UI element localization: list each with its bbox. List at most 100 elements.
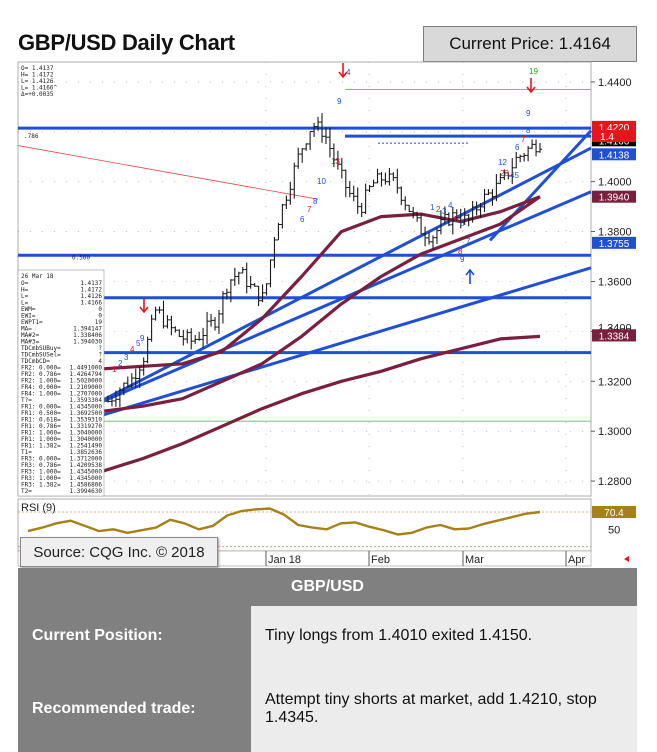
row-label: Current Position: bbox=[18, 606, 251, 666]
stats-value: 1.4345000 bbox=[69, 404, 102, 411]
stats-value: 1.2707000 bbox=[69, 391, 102, 398]
buy-arrow bbox=[465, 268, 475, 276]
count-label: 45 bbox=[510, 171, 519, 180]
x-tick-label: Feb bbox=[371, 554, 390, 566]
rsi-line bbox=[27, 507, 541, 536]
count-label: 10 bbox=[317, 177, 326, 186]
stats-value: 1.4137 bbox=[80, 280, 102, 287]
y-tick-label: 1.3000 bbox=[598, 426, 632, 438]
count-label: 4 bbox=[346, 68, 351, 77]
count-label: 3 bbox=[124, 353, 129, 362]
stats-label: MA= bbox=[21, 326, 32, 333]
stats-label: FR4: 0.000= bbox=[21, 384, 61, 391]
stats-value: 1.3040000 bbox=[69, 436, 102, 443]
date-x-axis: Jan 18 Feb Mar Apr bbox=[265, 551, 585, 566]
x-tick-label: Apr bbox=[568, 554, 585, 566]
count-label: 7 bbox=[466, 237, 471, 246]
stats-value: 0 bbox=[98, 313, 102, 320]
count-label: 1 bbox=[112, 365, 117, 374]
stats-label: FR2: 0.786= bbox=[21, 371, 61, 378]
count-label: 4 bbox=[448, 201, 453, 210]
stats-panel-bg bbox=[17, 269, 105, 497]
stats-value: 1.4345000 bbox=[69, 475, 102, 482]
count-label: 5 bbox=[454, 215, 459, 224]
stats-label: FR2: 1.000= bbox=[21, 378, 61, 385]
stats-value: 1.4345000 bbox=[69, 469, 102, 476]
stats-label: FR3: 0.000= bbox=[21, 456, 61, 463]
stats-label: FR3: 1.382= bbox=[21, 482, 61, 489]
price-tag bbox=[592, 120, 636, 133]
price-tag bbox=[592, 190, 636, 203]
y-tick-label: 1.2800 bbox=[598, 476, 632, 488]
stats-value: 1.2109000 bbox=[69, 384, 102, 391]
stats-value: 1.4172 bbox=[80, 287, 102, 294]
stats-value: 1.394030 bbox=[73, 339, 102, 346]
stats-value: 1.3539310 bbox=[69, 417, 102, 424]
table-row: Recommended trade: Attempt tiny shorts a… bbox=[18, 666, 637, 752]
count-label: 2 bbox=[118, 359, 123, 368]
stats-value: 1.5020000 bbox=[69, 378, 102, 385]
stats-label: L= bbox=[21, 300, 29, 307]
stats-value: 1.4586806 bbox=[69, 482, 102, 489]
stats-label: FR2: 0.000= bbox=[21, 365, 61, 372]
stats-label: T2= bbox=[21, 488, 32, 495]
count-label: 23 bbox=[500, 169, 509, 178]
y-tick-label: 1.4000 bbox=[598, 177, 632, 189]
row-value: Tiny longs from 1.4010 exited 1.4150. bbox=[251, 606, 637, 666]
trend-line bbox=[102, 146, 592, 402]
rsi-tick-label: 50 bbox=[608, 524, 620, 536]
stats-label: H= bbox=[21, 287, 29, 294]
count-label: 6 bbox=[515, 143, 520, 152]
count-label: 6 bbox=[300, 215, 305, 224]
count-label: 9 bbox=[337, 97, 342, 106]
table-header: GBP/USD bbox=[18, 568, 637, 606]
rsi-value-label: 70.4 bbox=[604, 508, 624, 519]
price-bars bbox=[106, 113, 542, 408]
readout-line: L= 1.4166^ bbox=[21, 85, 58, 92]
stats-header: 26 Mar 18 bbox=[21, 273, 54, 280]
stats-value: 1.394147 bbox=[73, 326, 102, 333]
stats-panel: 26 Mar 18O= 1.4137 H= 1.4172 L= 1.4126 L= 1.416… bbox=[17, 269, 105, 497]
count-label: 12 bbox=[498, 158, 507, 167]
price-tag-label: 1.3755 bbox=[599, 239, 630, 250]
page-title: GBP/USD Daily Chart bbox=[18, 30, 235, 55]
count-label: 13 bbox=[331, 157, 340, 166]
readout-line: Δ=+0.0035 bbox=[21, 91, 54, 98]
scroll-arrow-icon bbox=[624, 556, 629, 562]
count-label: 4 bbox=[130, 345, 135, 354]
stats-value: 1.338406 bbox=[73, 332, 102, 339]
horizontal-levels: .786 0.500 bbox=[18, 126, 591, 355]
readout-line: H= 1.4172 bbox=[21, 72, 54, 79]
trend-line bbox=[102, 266, 592, 417]
stats-label: FR3: 1.000= bbox=[21, 475, 61, 482]
stats-value: 1.3852636 bbox=[69, 449, 102, 456]
stats-label: EWM= bbox=[21, 306, 36, 313]
stats-value: 1.4209538 bbox=[69, 462, 102, 469]
x-tick-label: Mar bbox=[465, 554, 484, 566]
count-label: 1 bbox=[430, 203, 435, 212]
count-label: 6 bbox=[460, 219, 465, 228]
source-caption: Source: CQG Inc. © 2018 bbox=[20, 537, 218, 567]
stats-value: 1.4126 bbox=[80, 293, 102, 300]
row-value: Attempt tiny shorts at market, add 1.421… bbox=[251, 666, 637, 752]
stats-value: 1.3994630 bbox=[69, 488, 102, 495]
moving-average-line bbox=[102, 334, 541, 473]
stats-value: 1.4264794 bbox=[69, 371, 102, 378]
trend-line bbox=[488, 129, 593, 242]
count-label: 3 bbox=[442, 207, 447, 216]
stats-value: 4 bbox=[98, 358, 102, 365]
stats-label: EWI= bbox=[21, 313, 36, 320]
stats-label: EWPT1= bbox=[21, 319, 43, 326]
count-label: 2 bbox=[436, 205, 441, 214]
count-label: 7 bbox=[307, 205, 312, 214]
price-tag bbox=[592, 148, 636, 161]
stats-value: 1.4491000 bbox=[69, 365, 102, 372]
table-row: Current Position: Tiny longs from 1.4010… bbox=[18, 606, 637, 666]
price-tag-label: 1.4138 bbox=[599, 150, 630, 161]
sell-arrow bbox=[526, 86, 536, 94]
readout-line: O= 1.4137 bbox=[21, 65, 54, 72]
level-label: 0.500 bbox=[72, 254, 90, 261]
count-label: 8 bbox=[526, 126, 531, 135]
